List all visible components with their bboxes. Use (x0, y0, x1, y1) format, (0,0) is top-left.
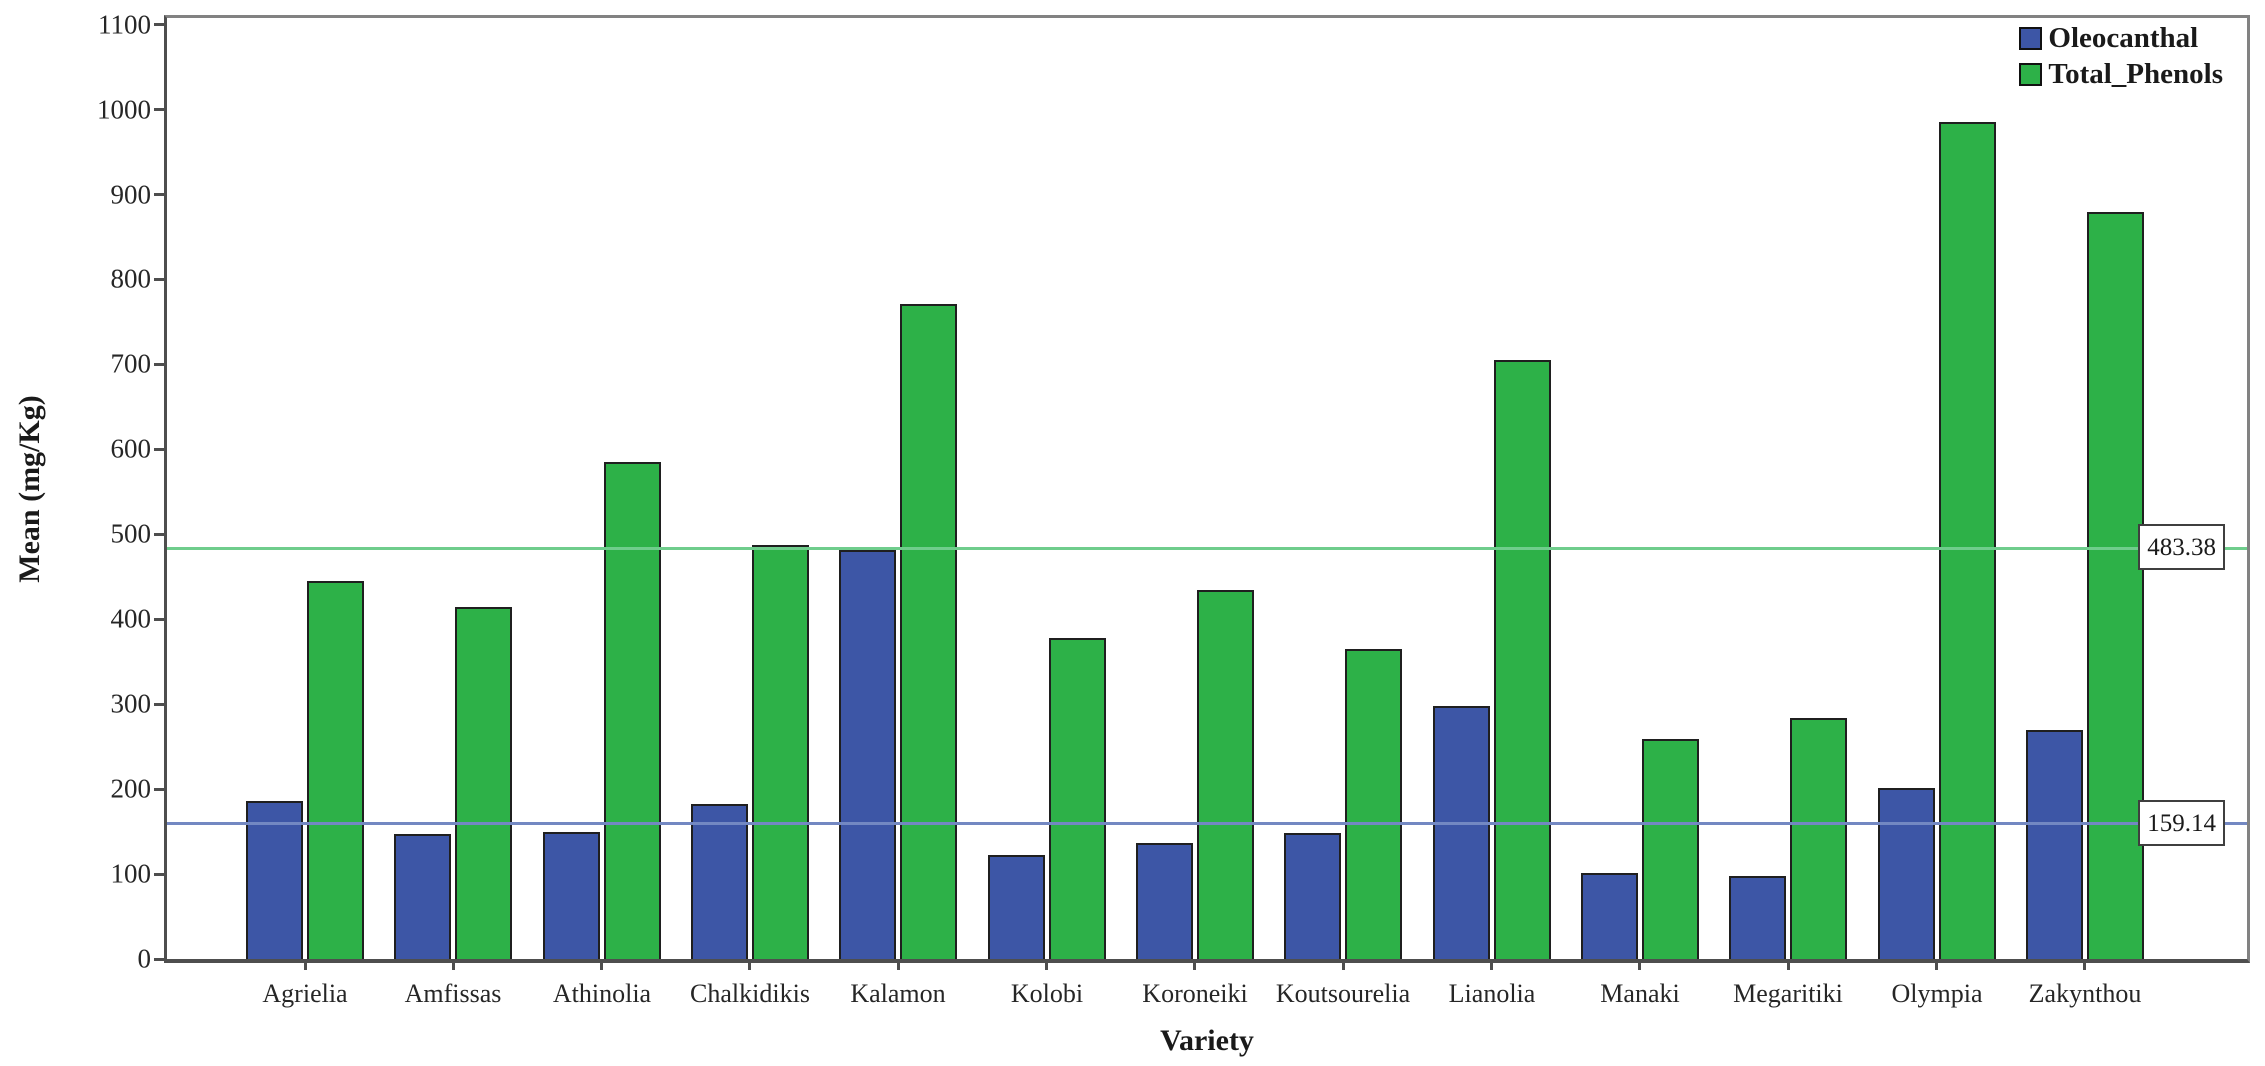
y-tick-600 (154, 447, 164, 451)
bar-oleocanthal-koutsourelia (1284, 833, 1341, 959)
y-tick-label-100: 100 (110, 858, 152, 889)
bar-oleocanthal-agrielia (246, 801, 303, 959)
plot-area: Oleocanthal Total_Phenols 483.38 159.14 … (97, 11, 2250, 1007)
y-tick-0 (154, 957, 164, 961)
x-tick-label-kalamon: Kalamon (850, 979, 946, 1008)
bar-oleocanthal-koroneiki (1136, 843, 1193, 959)
x-tick-manaki (1638, 959, 1641, 970)
x-tick-koroneiki (1193, 959, 1196, 970)
y-tick-label-400: 400 (110, 603, 152, 634)
y-tick-1100 (154, 23, 164, 27)
bar-oleocanthal-manaki (1581, 873, 1638, 959)
bar-total-phenols-amfissas (455, 606, 512, 959)
bar-oleocanthal-amfissas (394, 834, 451, 959)
reference-line-oleocanthal (167, 822, 2247, 826)
bar-total-phenols-manaki (1642, 739, 1699, 959)
legend-label-oleocanthal: Oleocanthal (2048, 22, 2199, 54)
legend-swatch-total-phenols (2019, 63, 2043, 86)
x-tick-lianolia (1490, 959, 1493, 970)
bar-total-phenols-agrielia (307, 581, 364, 959)
x-tick-kolobi (1045, 959, 1048, 970)
y-tick-900 (154, 193, 164, 197)
x-tick-chalkidikis (748, 959, 751, 970)
x-tick-label-chalkidikis: Chalkidikis (690, 979, 810, 1008)
x-tick-label-athinolia: Athinolia (552, 979, 652, 1008)
y-tick-label-800: 800 (110, 263, 152, 294)
x-tick-label-megaritiki: Megaritiki (1733, 979, 1843, 1008)
bar-total-phenols-athinolia (604, 462, 661, 959)
bar-oleocanthal-chalkidikis (691, 803, 748, 959)
y-tick-300 (154, 702, 164, 706)
x-tick-kalamon (897, 959, 900, 970)
x-tick-agrielia (304, 959, 307, 970)
y-tick-label-300: 300 (110, 688, 152, 719)
bar-total-phenols-kalamon (900, 304, 957, 959)
y-tick-700 (154, 362, 164, 366)
y-tick-1000 (154, 108, 164, 112)
bar-oleocanthal-megaritiki (1729, 875, 1786, 959)
bar-total-phenols-megaritiki (1790, 717, 1847, 959)
y-tick-label-200: 200 (110, 773, 152, 804)
y-tick-500 (154, 532, 164, 536)
legend-label-total-phenols: Total_Phenols (2048, 58, 2223, 90)
y-tick-label-900: 900 (110, 179, 152, 210)
bar-total-phenols-koroneiki (1197, 590, 1254, 959)
bar-total-phenols-koutsourelia (1345, 648, 1402, 959)
x-tick-label-manaki: Manaki (1600, 979, 1680, 1008)
bar-total-phenols-zakynthou (2087, 211, 2144, 959)
y-tick-label-1000: 1000 (97, 94, 151, 125)
x-tick-label-koutsourelia: Koutsourelia (1275, 979, 1411, 1008)
reference-line-label-total-phenols: 483.38 (2138, 524, 2225, 571)
x-tick-label-agrielia: Agrielia (262, 979, 348, 1008)
x-tick-amfissas (452, 959, 455, 970)
x-tick-megaritiki (1787, 959, 1790, 970)
y-axis-title: Mean (mg/Kg) (13, 395, 46, 583)
y-tick-200 (154, 787, 164, 791)
y-tick-label-0: 0 (137, 943, 152, 974)
bar-total-phenols-kolobi (1049, 637, 1106, 959)
bar-oleocanthal-olympia (1878, 788, 1935, 959)
x-tick-label-lianolia: Lianolia (1448, 979, 1536, 1008)
x-tick-zakynthou (2083, 959, 2086, 970)
reference-line-total-phenols (167, 546, 2247, 550)
legend-item-oleocanthal: Oleocanthal (2019, 24, 2223, 53)
x-tick-koutsourelia (1342, 959, 1345, 970)
bar-oleocanthal-athinolia (543, 831, 600, 959)
bar-oleocanthal-kalamon (839, 549, 896, 959)
x-tick-athinolia (600, 959, 603, 970)
y-tick-label-600: 600 (110, 433, 152, 464)
x-tick-label-amfissas: Amfissas (404, 979, 502, 1008)
reference-line-label-oleocanthal: 159.14 (2138, 799, 2225, 846)
bar-oleocanthal-kolobi (988, 854, 1045, 959)
bar-total-phenols-chalkidikis (752, 544, 809, 959)
x-tick-olympia (1935, 959, 1938, 970)
y-tick-label-700: 700 (110, 348, 152, 379)
y-tick-800 (154, 277, 164, 281)
x-tick-label-zakynthou: Zakynthou (2028, 979, 2142, 1008)
legend-item-total-phenols: Total_Phenols (2019, 60, 2223, 89)
x-tick-label-kolobi: Kolobi (1010, 979, 1084, 1008)
legend: Oleocanthal Total_Phenols (2019, 24, 2223, 89)
y-tick-label-500: 500 (110, 518, 152, 549)
x-axis-title: Variety (1160, 1024, 1254, 1057)
x-tick-label-olympia: Olympia (1891, 979, 1983, 1008)
y-tick-label-1100: 1100 (98, 9, 151, 40)
bar-oleocanthal-zakynthou (2026, 729, 2083, 959)
bar-oleocanthal-lianolia (1433, 705, 1490, 959)
bar-total-phenols-olympia (1939, 121, 1996, 959)
x-tick-label-koroneiki: Koroneiki (1142, 979, 1248, 1008)
bar-total-phenols-lianolia (1494, 360, 1551, 959)
y-tick-100 (154, 872, 164, 876)
legend-swatch-oleocanthal (2019, 27, 2043, 50)
y-tick-400 (154, 617, 164, 621)
